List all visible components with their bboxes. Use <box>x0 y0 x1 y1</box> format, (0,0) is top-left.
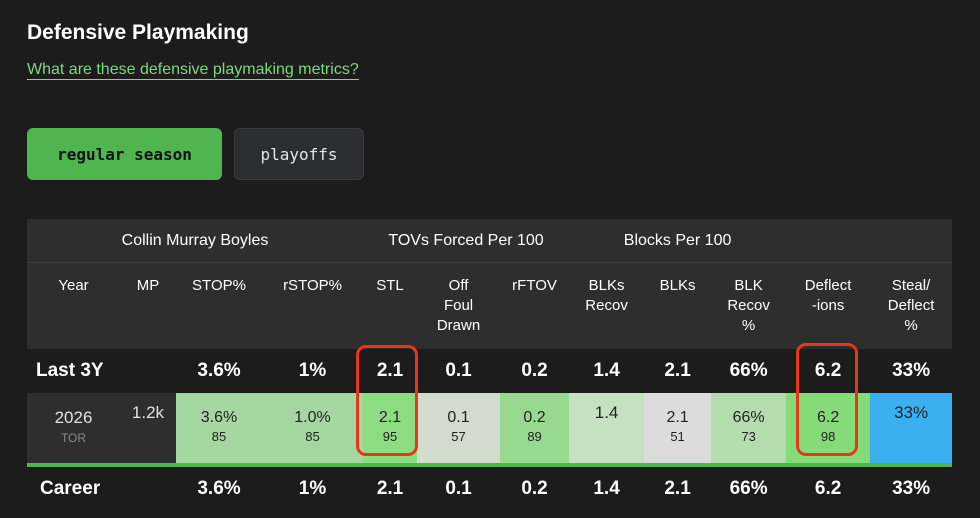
percentile: 51 <box>670 429 685 444</box>
col-stop[interactable]: STOP% <box>176 262 262 349</box>
season-row-2026: 2026 TOR 1.2k 3.6% 85 1.0% 85 2.1 95 0.1 57 0… <box>27 392 953 465</box>
cell-stop: 3.6% 85 <box>176 392 262 465</box>
col-off-foul-drawn[interactable]: Off Foul Drawn <box>417 262 501 349</box>
cell-deflections: 6.2 <box>786 348 871 393</box>
cell-off-foul: 0.1 <box>417 462 501 511</box>
group-blocks: Blocks Per 100 <box>569 219 787 263</box>
percentile: 85 <box>305 429 320 444</box>
cell-blk-recov-pct: 66% 73 <box>711 392 787 465</box>
value: 0.2 <box>523 409 546 426</box>
cell-blks-recov: 1.4 <box>569 392 645 465</box>
value: 1.0% <box>294 409 331 426</box>
col-rstop[interactable]: rSTOP% <box>262 262 364 349</box>
cell-rstop: 1% <box>262 348 364 393</box>
col-deflections[interactable]: Deflect -ions <box>786 262 871 349</box>
team-abbrev: TOR <box>60 430 87 445</box>
cell-stl: 2.1 <box>363 348 418 393</box>
group-tovs-forced: TOVs Forced Per 100 <box>363 219 570 263</box>
col-label-line: Deflect <box>804 277 852 294</box>
cell-blks: 2.1 <box>644 462 712 511</box>
col-label-line: BLKs <box>588 277 625 294</box>
cell-blks: 2.1 <box>644 348 712 393</box>
cell-deflections: 6.2 <box>786 462 871 511</box>
value: 0.1 <box>447 409 470 426</box>
col-blk-recov-pct[interactable]: BLK Recov% <box>711 262 787 349</box>
cell-blk-recov-pct: 66% <box>711 348 787 393</box>
value: 3.6% <box>200 409 238 426</box>
group-empty <box>786 219 953 263</box>
cell-rftov: 0.2 <box>500 462 570 511</box>
cell-rftov: 0.2 <box>500 348 570 393</box>
col-label-line: % <box>904 317 918 334</box>
percentile: 89 <box>527 429 542 444</box>
cell-rftov: 0.2 89 <box>500 392 570 465</box>
value: 2.1 <box>378 409 402 426</box>
cell-steal-deflect: 33% <box>870 348 953 393</box>
cell-steal-deflect: 33% <box>870 392 953 465</box>
cell-blk-recov-pct: 66% <box>711 462 787 511</box>
cell-stl: 2.1 <box>363 462 418 511</box>
column-header-row: Year MP STOP% rSTOP% STL Off Foul Drawn rF… <box>27 262 953 349</box>
section-title: Defensive Playmaking <box>27 21 249 44</box>
cell-off-foul: 0.1 57 <box>417 392 501 465</box>
percentile: 85 <box>211 429 227 444</box>
col-blks-recov[interactable]: BLKs Recov <box>569 262 645 349</box>
cell-off-foul: 0.1 <box>417 348 501 393</box>
col-mp[interactable]: MP <box>120 262 176 349</box>
cell-year: 2026 TOR <box>27 392 120 465</box>
col-label-line: Recov <box>727 297 770 314</box>
cell-blks-recov: 1.4 <box>569 462 645 511</box>
col-label-line: Foul <box>443 297 474 314</box>
col-year[interactable]: Year <box>27 262 120 349</box>
value: 66% <box>732 409 765 426</box>
value: 6.2 <box>816 409 840 426</box>
cell-stop: 3.6% <box>176 462 262 511</box>
regular-season-button[interactable]: regular season <box>27 128 222 180</box>
col-label-line: Steal/ <box>891 277 931 294</box>
cell-stop: 3.6% <box>176 348 262 393</box>
col-label-line: BLK <box>734 277 763 294</box>
col-rftov[interactable]: rFTOV <box>500 262 570 349</box>
career-label: Career <box>27 462 176 511</box>
cell-steal-deflect: 33% <box>870 462 953 511</box>
col-blks[interactable]: BLKs <box>644 262 712 349</box>
col-steal-deflect-pct[interactable]: Steal/Deflect% <box>870 262 953 349</box>
percentile: 73 <box>741 429 756 444</box>
col-label-line: Recov <box>585 297 628 314</box>
group-player-name: Collin Murray Boyles <box>27 219 364 263</box>
year-value: 2026 <box>54 407 93 427</box>
column-group-row: Collin Murray Boyles TOVs Forced Per 100… <box>27 219 953 263</box>
last-3y-label: Last 3Y <box>27 348 176 393</box>
percentile: 57 <box>451 429 466 444</box>
metrics-info-link[interactable]: What are these defensive playmaking metr… <box>27 61 359 80</box>
col-stl[interactable]: STL <box>363 262 418 349</box>
cell-rstop: 1.0% 85 <box>262 392 364 465</box>
cell-blks: 2.1 51 <box>644 392 712 465</box>
playoffs-button[interactable]: playoffs <box>234 128 364 180</box>
cell-rstop: 1% <box>262 462 364 511</box>
last-3y-row: Last 3Y 3.6% 1% 2.1 0.1 0.2 1.4 2.1 66% … <box>27 348 953 393</box>
cell-mp: 1.2k <box>120 392 176 465</box>
cell-stl: 2.1 95 <box>363 392 418 465</box>
col-label-line: % <box>741 317 756 334</box>
value: 2.1 <box>666 409 689 426</box>
col-label-line: Off <box>448 277 469 294</box>
col-label-line: -ions <box>811 297 845 314</box>
percentile: 95 <box>382 429 398 444</box>
defensive-playmaking-table: Collin Murray Boyles TOVs Forced Per 100… <box>27 219 953 511</box>
col-label-line: Deflect <box>887 297 935 314</box>
cell-blks-recov: 1.4 <box>569 348 645 393</box>
col-label-line: Drawn <box>436 317 481 334</box>
percentile: 98 <box>820 429 836 444</box>
career-row: Career 3.6% 1% 2.1 0.1 0.2 1.4 2.1 66% 6… <box>27 462 953 511</box>
cell-deflections: 6.2 98 <box>786 392 871 465</box>
